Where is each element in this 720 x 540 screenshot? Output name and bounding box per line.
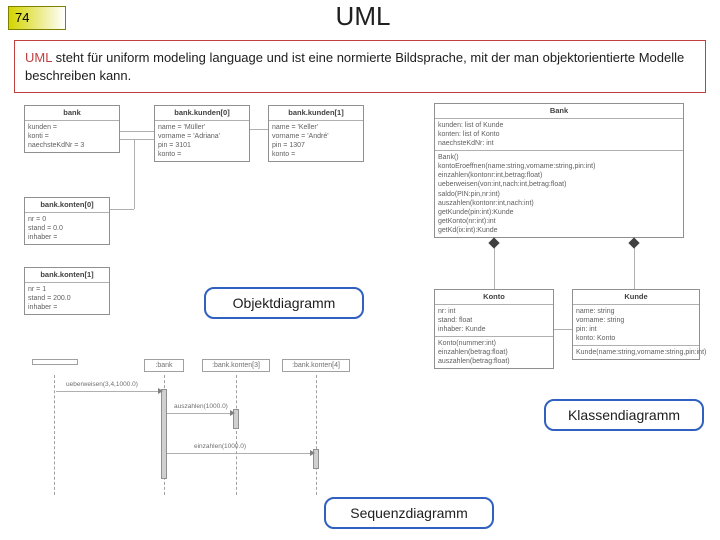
obj-konto1-title: bank.konten[1]	[25, 268, 109, 283]
lifeline-dash	[54, 375, 55, 495]
obj-kunde0-box: bank.kunden[0] name = 'Müller' vorname =…	[154, 105, 250, 162]
cls-bank-box: Bank kunden: list of Kunde konten: list …	[434, 103, 684, 238]
obj-bank-box: bank kunden = konti = naechsteKdNr = 3	[24, 105, 120, 153]
assoc-konto-kunde	[554, 329, 572, 330]
assoc-bank-konto	[494, 244, 495, 289]
obj-konto1-attrs: nr = 1 stand = 200.0 inhaber =	[25, 283, 109, 314]
seq-konto4-box: :bank.konten[4]	[282, 359, 350, 372]
obj-kunde1-title: bank.kunden[1]	[269, 106, 363, 121]
cls-kunde-box: Kunde name: string vorname: string pin: …	[572, 289, 700, 360]
diamond-icon	[488, 237, 499, 248]
seq-arrow	[167, 453, 314, 454]
intro-rest: steht für uniform modeling language und …	[25, 50, 684, 83]
obj-konto0-box: bank.konten[0] nr = 0 stand = 0.0 inhabe…	[24, 197, 110, 245]
seq-bank-box: :bank	[144, 359, 184, 372]
cls-konto-box: Konto nr: int stand: float inhaber: Kund…	[434, 289, 554, 369]
diagram-area: bank kunden = konti = naechsteKdNr = 3 b…	[14, 99, 706, 539]
connector-line	[120, 139, 154, 140]
callout-sequenzdiagramm: Sequenzdiagramm	[324, 497, 494, 529]
connector-line	[120, 131, 154, 132]
cls-kunde-methods: Kunde(name:string,vorname:string,pin:int…	[573, 346, 699, 359]
cls-kunde-title: Kunde	[573, 290, 699, 305]
cls-konto-title: Konto	[435, 290, 553, 305]
obj-kunde1-box: bank.kunden[1] name = 'Keller' vorname =…	[268, 105, 364, 162]
arrowhead-icon	[158, 388, 163, 394]
lifeline-dash	[316, 375, 317, 495]
obj-kunde0-title: bank.kunden[0]	[155, 106, 249, 121]
seq-arrow	[167, 413, 234, 414]
obj-kunde1-attrs: name = 'Keller' vorname = 'André' pin = …	[269, 121, 363, 161]
callout-klassendiagramm: Klassendiagramm	[544, 399, 704, 431]
connector-line	[110, 209, 134, 210]
cls-bank-title: Bank	[435, 104, 683, 119]
cls-bank-attrs: kunden: list of Kunde konten: list of Ko…	[435, 119, 683, 151]
cls-bank-methods: Bank() kontoEroeffnen(name:string,vornam…	[435, 151, 683, 237]
obj-bank-title: bank	[25, 106, 119, 121]
obj-konto1-box: bank.konten[1] nr = 1 stand = 200.0 inha…	[24, 267, 110, 315]
obj-konto0-title: bank.konten[0]	[25, 198, 109, 213]
seq-actor-box	[32, 359, 78, 365]
cls-konto-methods: Konto(nummer:int) einzahlen(betrag:float…	[435, 337, 553, 368]
connector-line	[134, 139, 135, 209]
obj-bank-attrs: kunden = konti = naechsteKdNr = 3	[25, 121, 119, 152]
seq-msg1: ueberweisen(3,4,1000.0)	[66, 381, 138, 388]
seq-konto3-box: :bank.konten[3]	[202, 359, 270, 372]
page-title: UML	[66, 1, 720, 32]
seq-msg3: einzahlen(1000.0)	[194, 443, 246, 450]
seq-arrow	[56, 391, 162, 392]
assoc-bank-kunde	[634, 244, 635, 289]
seq-msg2: auszahlen(1000.0)	[174, 403, 228, 410]
lifeline-dash	[236, 375, 237, 495]
cls-konto-attrs: nr: int stand: float inhaber: Kunde	[435, 305, 553, 337]
intro-text-box: UML steht für uniform modeling language …	[14, 40, 706, 93]
obj-konto0-attrs: nr = 0 stand = 0.0 inhaber =	[25, 213, 109, 244]
activation-bar	[161, 389, 167, 479]
arrowhead-icon	[310, 450, 315, 456]
diamond-icon	[628, 237, 639, 248]
arrowhead-icon	[230, 410, 235, 416]
callout-objektdiagramm: Objektdiagramm	[204, 287, 364, 319]
intro-uml-label: UML	[25, 50, 52, 65]
page-number: 74	[8, 6, 66, 30]
obj-kunde0-attrs: name = 'Müller' vorname = 'Adriana' pin …	[155, 121, 249, 161]
cls-kunde-attrs: name: string vorname: string pin: int ko…	[573, 305, 699, 346]
connector-line	[250, 129, 268, 130]
